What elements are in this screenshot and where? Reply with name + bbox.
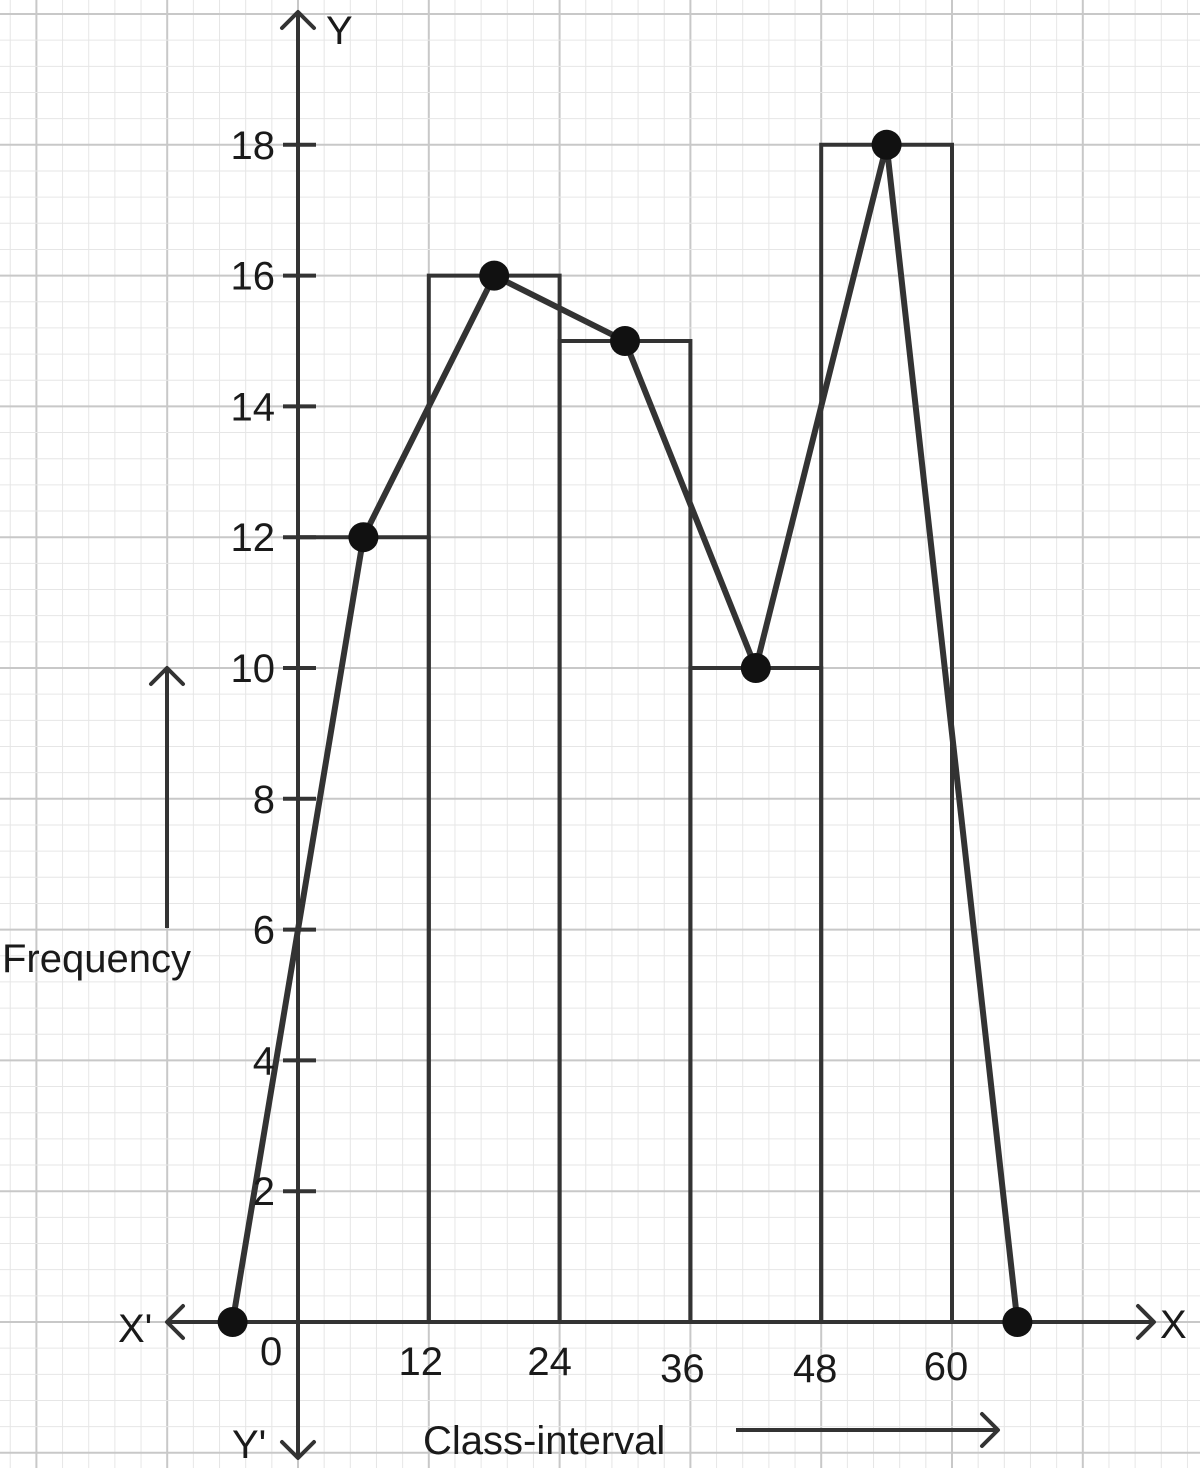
x-tick-label: 24: [527, 1340, 572, 1384]
y-tick-label: 18: [231, 124, 276, 168]
axis-labels: Y Y' X X' 0 Frequency Class-interval: [2, 9, 1187, 1467]
y-axis-arrowhead: [280, 10, 316, 30]
polygon-point: [871, 129, 902, 160]
x-tick-label: 36: [660, 1347, 705, 1391]
origin-label: 0: [260, 1330, 282, 1374]
y-axis-end-label: Y: [326, 9, 353, 53]
y-tick-label: 4: [253, 1039, 275, 1083]
class-interval-arrowhead: [980, 1412, 1000, 1448]
frequency-polygon: [217, 129, 1033, 1337]
y-axis-label: Frequency: [2, 937, 191, 981]
x-axis-arrowhead: [1136, 1304, 1156, 1340]
x-axis-label: Class-interval: [423, 1419, 665, 1463]
y-axis-negative-end-label: Y': [232, 1423, 266, 1467]
polygon-point: [348, 522, 379, 553]
y-tick-label: 6: [253, 909, 275, 953]
y-tick-label: 14: [231, 385, 276, 429]
polygon-point: [610, 326, 640, 356]
polygon-point: [740, 653, 771, 683]
y-tick-label: 12: [231, 516, 276, 560]
x-tick-label: 60: [924, 1345, 969, 1389]
polygon-point: [479, 260, 510, 291]
histogram-bar: [688, 666, 824, 1322]
polygon-point: [1002, 1307, 1033, 1337]
frequency-arrowhead: [149, 666, 185, 686]
y-tick-label: 16: [231, 255, 276, 299]
x-axis-end-label: X: [1160, 1303, 1187, 1347]
x-tick-label: 12: [399, 1340, 444, 1384]
y-tick-label: 2: [253, 1170, 275, 1214]
y-axis-negative-arrowhead: [280, 1440, 316, 1460]
y-tick-label: 8: [253, 778, 275, 822]
y-tick-label: 10: [231, 647, 276, 691]
x-axis-negative-arrowhead: [165, 1304, 185, 1340]
axes: [149, 10, 1156, 1460]
x-axis-negative-end-label: X': [118, 1307, 152, 1351]
histogram-bar: [557, 339, 693, 1322]
x-tick-label: 48: [793, 1347, 838, 1391]
polygon-point: [217, 1307, 248, 1337]
histogram-bars: [296, 142, 954, 1322]
